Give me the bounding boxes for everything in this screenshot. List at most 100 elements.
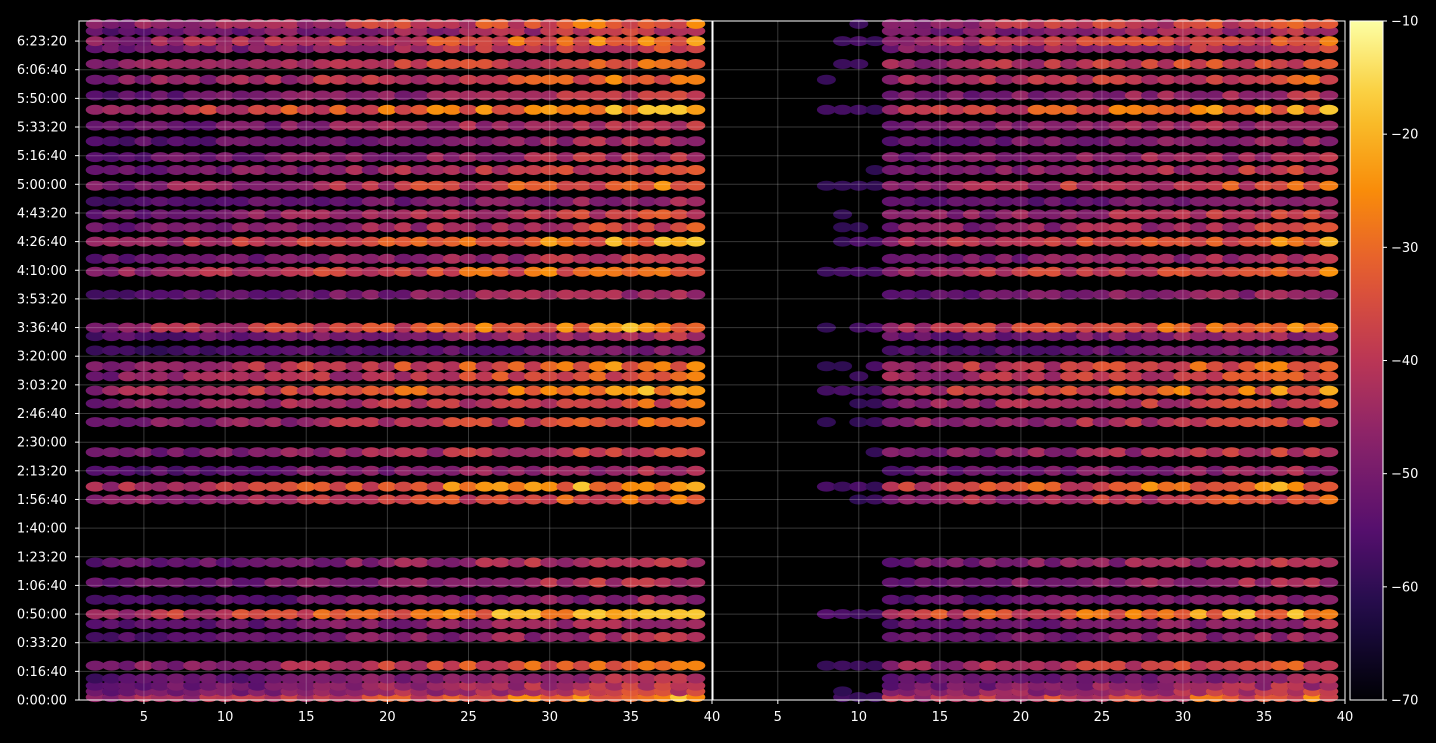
heatmap-cell	[588, 209, 608, 220]
heatmap-cell	[1270, 361, 1290, 372]
heatmap-cell	[166, 266, 186, 277]
heatmap-cell	[475, 417, 495, 428]
heatmap-cell	[394, 371, 414, 382]
heatmap-cell	[296, 481, 316, 492]
heatmap-cell	[1286, 673, 1306, 684]
heatmap-cell	[979, 447, 998, 458]
heatmap-cell	[1043, 361, 1063, 372]
heatmap-cell	[329, 136, 349, 147]
heatmap-cell	[280, 361, 300, 372]
heatmap-cell	[670, 59, 689, 69]
heatmap-cell	[150, 222, 170, 233]
heatmap-cell	[134, 253, 154, 264]
heatmap-cell	[459, 680, 478, 691]
heatmap-cell	[1319, 361, 1339, 372]
heatmap-cell	[1157, 180, 1177, 191]
heatmap-cell	[1205, 481, 1225, 492]
heatmap-cell	[102, 222, 121, 233]
heatmap-cell	[572, 447, 592, 458]
heatmap-cell	[1124, 43, 1144, 54]
heatmap-cell	[914, 120, 934, 131]
heatmap-cell	[280, 398, 300, 409]
heatmap-cell	[296, 266, 316, 277]
heatmap-cell	[1222, 398, 1242, 409]
heatmap-cell	[150, 447, 170, 458]
heatmap-cell	[686, 371, 706, 382]
heatmap-cell	[962, 680, 982, 691]
heatmap-cell	[475, 222, 495, 233]
heatmap-cell	[995, 120, 1015, 131]
heatmap-cell	[670, 104, 689, 115]
heatmap-cell	[442, 619, 462, 630]
heatmap-cell	[199, 289, 219, 300]
heatmap-cell	[507, 680, 527, 691]
heatmap-cell	[280, 673, 300, 684]
heatmap-cell	[491, 632, 511, 642]
heatmap-cell	[524, 481, 543, 492]
heatmap-cell	[1124, 165, 1144, 175]
heatmap-cell	[1189, 266, 1209, 277]
heatmap-cell	[459, 222, 478, 233]
heatmap-cell	[670, 74, 689, 85]
heatmap-cell	[686, 465, 706, 476]
heatmap-cell	[248, 90, 267, 101]
heatmap-cell	[1319, 680, 1339, 691]
heatmap-cell	[930, 26, 950, 36]
heatmap-cell	[1108, 18, 1128, 29]
heatmap-cell	[166, 209, 186, 220]
heatmap-cell	[1027, 619, 1047, 630]
heatmap-cell	[507, 322, 527, 333]
heatmap-cell	[930, 59, 950, 69]
heatmap-cell	[426, 619, 446, 630]
heatmap-cell	[296, 660, 316, 671]
heatmap-cell	[1205, 398, 1225, 409]
heatmap-cell	[1043, 577, 1063, 588]
heatmap-cell	[898, 209, 917, 220]
heatmap-cell	[995, 74, 1015, 85]
heatmap-cell	[85, 465, 105, 476]
heatmap-cell	[572, 609, 592, 620]
heatmap-cell	[572, 104, 592, 115]
heatmap-cell	[264, 632, 284, 642]
heatmap-cell	[962, 331, 982, 342]
heatmap-cell	[653, 152, 673, 163]
heatmap-cell	[85, 43, 105, 54]
heatmap-cell	[85, 59, 105, 69]
heatmap-cell	[1205, 180, 1225, 191]
heatmap-cell	[264, 398, 284, 409]
heatmap-cell	[637, 447, 657, 458]
heatmap-cell	[215, 345, 235, 356]
heatmap-cell	[1011, 345, 1031, 356]
heatmap-cell	[588, 104, 608, 115]
heatmap-cell	[1060, 331, 1079, 342]
heatmap-cell	[1076, 120, 1096, 131]
heatmap-cell	[296, 136, 316, 147]
heatmap-cell	[979, 619, 998, 630]
heatmap-cell	[995, 673, 1015, 684]
heatmap-cell	[377, 74, 397, 85]
heatmap-cell	[442, 577, 462, 588]
heatmap-cell	[1205, 196, 1225, 207]
heatmap-cell	[1124, 26, 1144, 36]
heatmap-cell	[621, 152, 641, 163]
heatmap-cell	[962, 180, 982, 191]
heatmap-cell	[199, 253, 219, 264]
heatmap-cell	[1222, 322, 1242, 333]
heatmap-cell	[572, 266, 592, 277]
heatmap-cell	[849, 417, 869, 428]
heatmap-cell	[85, 577, 105, 588]
heatmap-cell	[102, 577, 121, 588]
heatmap-cell	[1254, 222, 1274, 233]
heatmap-cell	[686, 660, 706, 671]
heatmap-cell	[1157, 632, 1177, 642]
heatmap-cell	[394, 385, 414, 396]
heatmap-cell	[1076, 447, 1096, 458]
heatmap-cell	[118, 594, 138, 605]
heatmap-cell	[979, 152, 998, 163]
heatmap-cell	[345, 165, 365, 175]
heatmap-cell	[102, 165, 121, 175]
heatmap-cell	[231, 322, 251, 333]
heatmap-cell	[475, 398, 495, 409]
heatmap-cell	[475, 266, 495, 277]
heatmap-cell	[1092, 494, 1112, 505]
